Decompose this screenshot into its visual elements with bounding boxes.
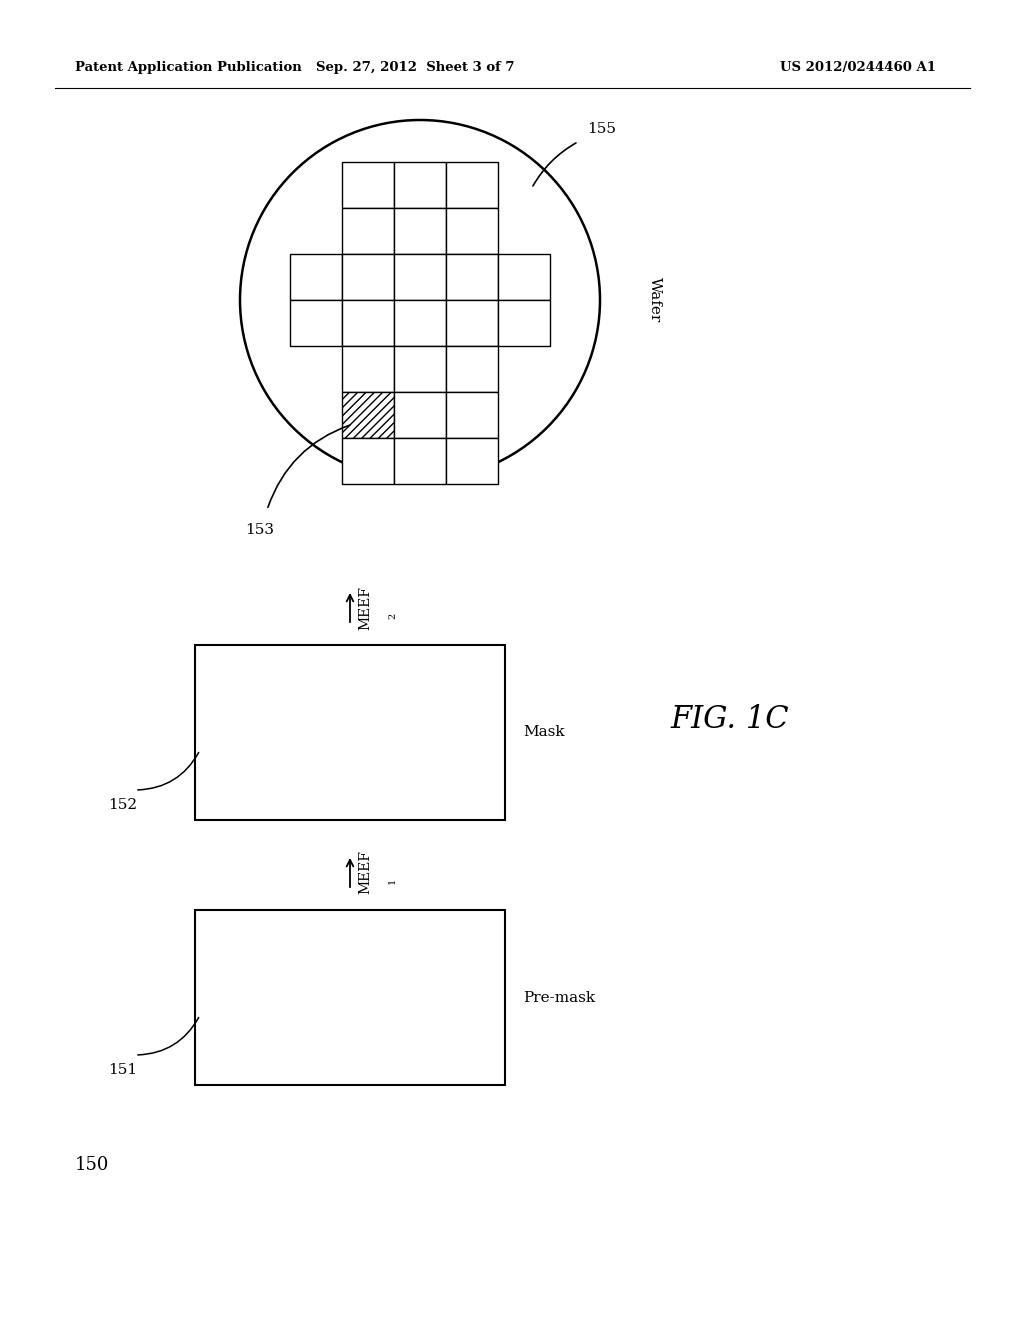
Bar bbox=[446, 300, 498, 346]
Text: US 2012/0244460 A1: US 2012/0244460 A1 bbox=[780, 62, 936, 74]
Text: 150: 150 bbox=[75, 1156, 110, 1173]
Bar bbox=[446, 209, 498, 253]
Bar bbox=[290, 300, 342, 346]
Text: FIG. 1C: FIG. 1C bbox=[671, 705, 790, 735]
Bar bbox=[342, 300, 394, 346]
Bar bbox=[195, 909, 505, 1085]
Bar bbox=[342, 438, 394, 484]
Text: 152: 152 bbox=[109, 799, 137, 812]
Bar bbox=[342, 253, 394, 300]
Text: Wafer: Wafer bbox=[648, 277, 662, 322]
Bar bbox=[342, 209, 394, 253]
Text: 155: 155 bbox=[587, 121, 616, 136]
Text: Sep. 27, 2012  Sheet 3 of 7: Sep. 27, 2012 Sheet 3 of 7 bbox=[315, 62, 514, 74]
Bar bbox=[394, 438, 446, 484]
Bar bbox=[342, 392, 394, 438]
Bar bbox=[342, 162, 394, 209]
Text: 2: 2 bbox=[388, 612, 397, 619]
Bar bbox=[394, 162, 446, 209]
Bar bbox=[394, 209, 446, 253]
Text: Patent Application Publication: Patent Application Publication bbox=[75, 62, 302, 74]
Text: 153: 153 bbox=[246, 523, 274, 537]
Bar bbox=[394, 346, 446, 392]
Bar bbox=[498, 300, 550, 346]
Bar bbox=[498, 253, 550, 300]
Bar bbox=[394, 300, 446, 346]
Bar bbox=[195, 645, 505, 820]
Text: MEEF: MEEF bbox=[358, 850, 372, 895]
Text: MEEF: MEEF bbox=[358, 586, 372, 630]
Bar bbox=[394, 253, 446, 300]
Bar bbox=[446, 438, 498, 484]
Text: 1: 1 bbox=[388, 878, 397, 883]
Text: Pre-mask: Pre-mask bbox=[523, 990, 595, 1005]
Bar bbox=[446, 392, 498, 438]
Text: 151: 151 bbox=[109, 1063, 137, 1077]
Bar bbox=[446, 162, 498, 209]
Bar bbox=[394, 392, 446, 438]
Text: Mask: Mask bbox=[523, 726, 564, 739]
Bar bbox=[342, 346, 394, 392]
Bar bbox=[290, 253, 342, 300]
Bar bbox=[446, 346, 498, 392]
Bar bbox=[446, 253, 498, 300]
